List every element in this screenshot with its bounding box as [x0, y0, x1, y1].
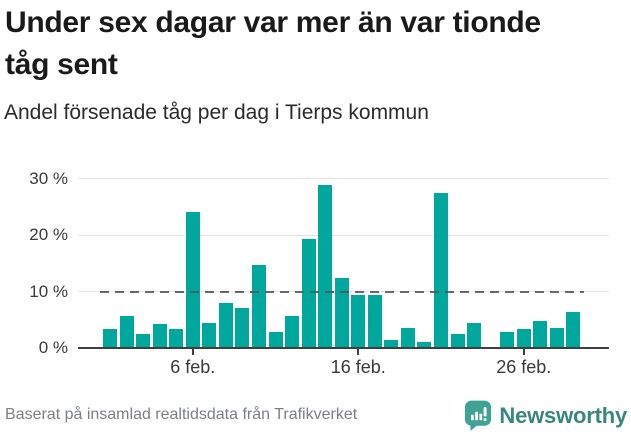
x-axis-label: 26 feb.: [496, 357, 552, 377]
x-axis-line: [78, 347, 609, 349]
bar: [119, 316, 134, 348]
bar: [136, 333, 151, 348]
bar: [384, 340, 399, 348]
chart-subtitle: Andel försenade tåg per dag i Tierps kom…: [4, 101, 429, 124]
bar: [318, 185, 333, 348]
bar: [251, 264, 266, 348]
bar: [516, 329, 531, 348]
x-axis-tick: [522, 349, 525, 355]
bar: [549, 328, 564, 348]
newsworthy-wordmark: Newsworthy: [499, 403, 627, 428]
chart-title: Under sex dagar var mer än var tionde tå…: [5, 6, 541, 81]
x-axis-tick: [191, 349, 194, 355]
newsworthy-logo: Newsworthy: [464, 399, 627, 433]
bar: [533, 321, 548, 348]
bar: [152, 324, 167, 348]
y-axis-label: 10 %: [29, 281, 68, 301]
y-axis-label: 20 %: [29, 225, 68, 244]
bar: [185, 212, 200, 348]
x-axis-tick: [357, 349, 360, 355]
bar: [417, 342, 432, 348]
bar: [450, 333, 465, 348]
x-axis-label: 16 feb.: [330, 357, 386, 377]
source-note: Baserat på insamlad realtidsdata från Tr…: [5, 406, 358, 423]
bar: [169, 329, 184, 348]
newsworthy-logo-icon: [465, 400, 492, 431]
y-axis-label: 0 %: [38, 338, 68, 357]
y-axis-label: 30 %: [29, 168, 68, 188]
bar: [434, 193, 448, 348]
bar: [235, 308, 250, 348]
gridline: [78, 234, 609, 236]
x-axis-label: 6 feb.: [170, 357, 216, 377]
bar: [400, 328, 415, 348]
gridline: [78, 178, 609, 179]
bar: [334, 277, 349, 348]
bar: [566, 312, 581, 348]
bar: [351, 295, 366, 348]
bar: [367, 295, 382, 348]
bar: [268, 332, 283, 348]
bar: [301, 238, 316, 348]
bar: [467, 323, 482, 348]
bar: [500, 332, 515, 348]
bar: [218, 302, 233, 348]
reference-line: [100, 290, 584, 293]
bar: [285, 316, 300, 348]
bar: [103, 329, 117, 348]
bar: [202, 322, 217, 348]
